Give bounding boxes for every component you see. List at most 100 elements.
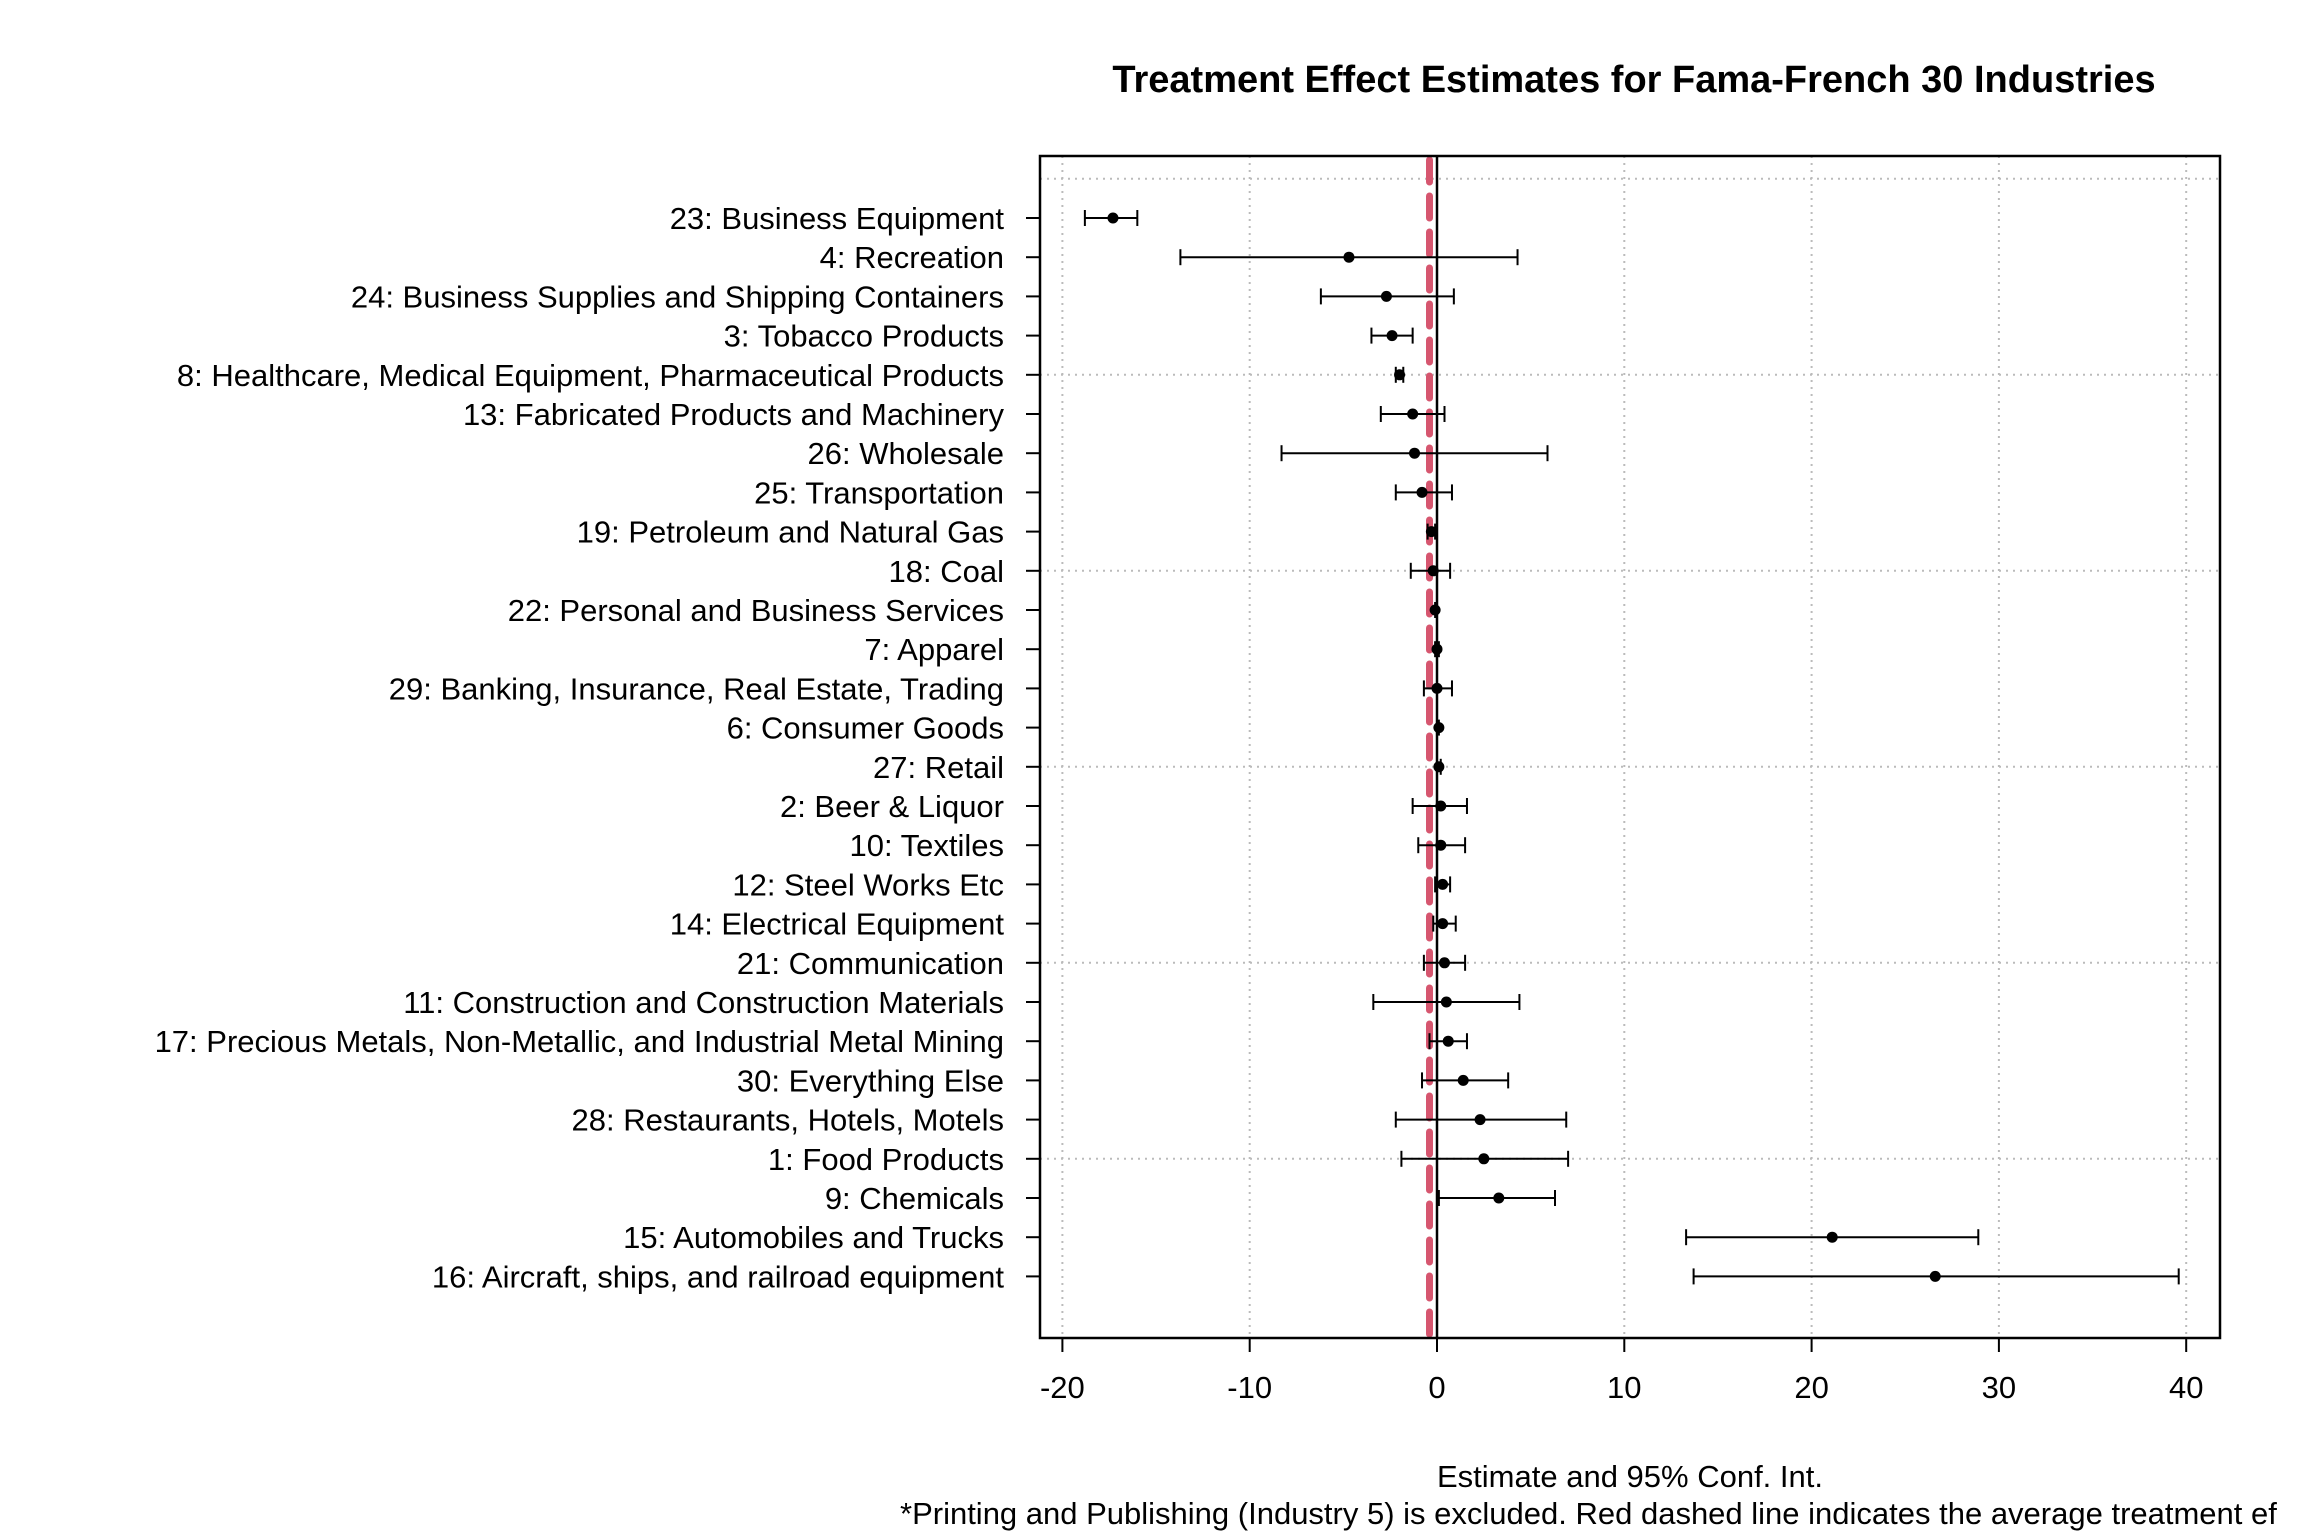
estimate-point bbox=[1440, 996, 1452, 1008]
grid bbox=[1040, 156, 2220, 1338]
estimate-point bbox=[1493, 1192, 1505, 1204]
plot-frame bbox=[1038, 154, 2222, 1340]
category-label: 26: Wholesale bbox=[808, 436, 1004, 471]
estimate-point bbox=[1929, 1270, 1941, 1282]
estimate-row bbox=[1437, 1190, 1556, 1206]
estimate-point bbox=[1826, 1231, 1838, 1243]
x-tick-label: 10 bbox=[1607, 1370, 1641, 1405]
estimate-point bbox=[1433, 722, 1445, 734]
estimate-point bbox=[1416, 486, 1428, 498]
category-label: 13: Fabricated Products and Machinery bbox=[463, 397, 1005, 432]
category-label: 30: Everything Else bbox=[737, 1063, 1004, 1098]
estimate-point bbox=[1435, 800, 1447, 812]
estimates bbox=[1083, 210, 2180, 1285]
estimate-row bbox=[1428, 1033, 1468, 1050]
estimate-row bbox=[1422, 680, 1453, 697]
estimate-point bbox=[1386, 330, 1398, 342]
category-label: 14: Electrical Equipment bbox=[670, 907, 1005, 942]
estimate-point bbox=[1427, 565, 1439, 577]
estimate-point bbox=[1431, 682, 1443, 694]
estimate-row bbox=[1394, 484, 1453, 501]
estimate-row bbox=[1421, 1072, 1510, 1089]
estimate-point bbox=[1429, 604, 1441, 616]
x-axis-label: Estimate and 95% Conf. Int. bbox=[1437, 1459, 1823, 1494]
estimate-row bbox=[1422, 954, 1467, 971]
estimate-row bbox=[1425, 523, 1437, 540]
estimate-row bbox=[1394, 1111, 1568, 1128]
estimate-row bbox=[1692, 1268, 2180, 1285]
estimate-row bbox=[1411, 798, 1468, 814]
estimate-row bbox=[1400, 1150, 1570, 1167]
category-label: 6: Consumer Goods bbox=[727, 711, 1004, 746]
estimate-point bbox=[1433, 761, 1445, 773]
category-label: 28: Restaurants, Hotels, Motels bbox=[572, 1103, 1004, 1138]
estimate-row bbox=[1179, 249, 1519, 266]
estimate-point bbox=[1438, 957, 1450, 969]
category-label: 27: Retail bbox=[873, 750, 1004, 785]
estimate-row bbox=[1280, 445, 1549, 462]
category-label: 10: Textiles bbox=[849, 828, 1004, 863]
x-tick-label: -20 bbox=[1040, 1370, 1085, 1405]
estimate-point bbox=[1478, 1153, 1490, 1165]
estimate-row bbox=[1434, 876, 1452, 893]
x-tick-label: 30 bbox=[1982, 1370, 2016, 1405]
estimate-point bbox=[1437, 918, 1449, 930]
category-label: 9: Chemicals bbox=[825, 1181, 1004, 1216]
category-label: 15: Automobiles and Trucks bbox=[623, 1220, 1004, 1255]
category-label: 21: Communication bbox=[737, 946, 1004, 981]
category-label: 8: Healthcare, Medical Equipment, Pharma… bbox=[177, 358, 1004, 393]
chart-title: Treatment Effect Estimates for Fama-Fren… bbox=[1112, 59, 2155, 101]
x-tick-label: -10 bbox=[1227, 1370, 1272, 1405]
estimate-row bbox=[1685, 1229, 1980, 1246]
reference-lines bbox=[1426, 156, 1439, 1338]
estimate-point bbox=[1442, 1035, 1454, 1047]
estimate-row bbox=[1417, 837, 1467, 854]
estimate-point bbox=[1380, 290, 1392, 302]
category-label: 19: Petroleum and Natural Gas bbox=[577, 515, 1004, 550]
category-labels: 23: Business Equipment 4: Recreation 24: B… bbox=[155, 201, 1040, 1294]
estimate-row bbox=[1319, 288, 1455, 305]
category-label: 3: Tobacco Products bbox=[724, 319, 1004, 354]
estimate-point bbox=[1435, 839, 1447, 851]
footnote: *Printing and Publishing (Industry 5) is… bbox=[900, 1496, 2277, 1531]
estimate-row bbox=[1370, 327, 1414, 344]
estimate-row bbox=[1394, 366, 1406, 383]
category-label: 1: Food Products bbox=[768, 1142, 1004, 1177]
estimate-row bbox=[1433, 719, 1445, 736]
category-label: 24: Business Supplies and Shipping Conta… bbox=[351, 279, 1004, 314]
x-tick-label: 20 bbox=[1794, 1370, 1828, 1405]
estimate-row bbox=[1372, 994, 1521, 1010]
x-axis: -20 -10 0 10 20 30 40 bbox=[1040, 1337, 2203, 1405]
category-label: 12: Steel Works Etc bbox=[732, 867, 1004, 902]
estimate-row bbox=[1431, 641, 1443, 658]
estimate-row bbox=[1433, 758, 1445, 775]
category-label: 18: Coal bbox=[889, 554, 1004, 589]
estimate-row bbox=[1429, 602, 1441, 618]
estimate-point bbox=[1107, 212, 1119, 224]
estimate-point bbox=[1394, 369, 1406, 381]
category-label: 23: Business Equipment bbox=[670, 201, 1005, 236]
category-label: 2: Beer & Liquor bbox=[780, 789, 1004, 824]
category-label: 29: Banking, Insurance, Real Estate, Tra… bbox=[389, 671, 1004, 706]
category-label: 17: Precious Metals, Non-Metallic, and I… bbox=[155, 1024, 1004, 1059]
estimate-row bbox=[1432, 915, 1457, 932]
x-tick-label: 40 bbox=[2169, 1370, 2203, 1405]
category-label: 11: Construction and Construction Materi… bbox=[403, 985, 1004, 1020]
category-label: 7: Apparel bbox=[864, 632, 1004, 667]
estimate-point bbox=[1343, 251, 1355, 263]
estimate-row bbox=[1083, 210, 1139, 226]
estimate-point bbox=[1474, 1114, 1486, 1126]
estimate-point bbox=[1457, 1074, 1469, 1086]
category-label: 16: Aircraft, ships, and railroad equipm… bbox=[432, 1259, 1004, 1294]
category-label: 4: Recreation bbox=[820, 240, 1004, 275]
x-tick-label: 0 bbox=[1428, 1370, 1445, 1405]
estimate-point bbox=[1407, 408, 1419, 420]
estimate-point bbox=[1425, 526, 1437, 538]
estimate-point bbox=[1437, 878, 1449, 890]
estimate-row bbox=[1409, 562, 1452, 579]
category-label: 22: Personal and Business Services bbox=[508, 593, 1004, 628]
estimate-row bbox=[1379, 406, 1446, 422]
estimate-point bbox=[1409, 447, 1421, 459]
category-label: 25: Transportation bbox=[754, 475, 1004, 510]
